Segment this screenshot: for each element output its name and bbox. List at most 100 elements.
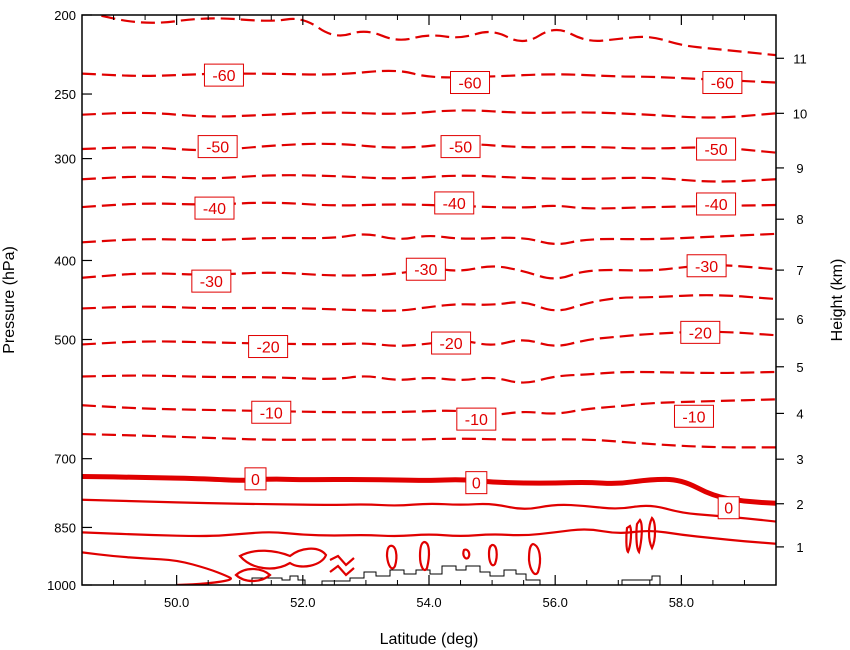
contour-label-box: [465, 471, 488, 495]
y2-tick-label: 10: [793, 106, 807, 121]
y2-tick-label: 11: [793, 51, 807, 66]
contour-label-box: [248, 335, 289, 359]
y2-tick-label: 2: [796, 497, 803, 512]
contour-label-text: -60: [212, 68, 235, 85]
contour-label-text: -40: [705, 197, 728, 214]
y2-tick-label: 3: [796, 452, 803, 467]
contour-label-text: -30: [414, 262, 437, 279]
y-tick-label: 1000: [47, 578, 76, 593]
contour-label-text: -10: [465, 412, 488, 429]
contour-label: -40: [194, 196, 235, 220]
contour-label: -40: [696, 192, 737, 216]
y-tick-label: 500: [54, 333, 76, 348]
x-tick-label: 58.0: [669, 595, 694, 610]
contour-line: [82, 174, 776, 183]
contour-cell: [418, 540, 431, 572]
contour-label-layer: -60 -60 -60 -50 -50 -50 -40 -40 -40 -30 -30 -30 -20 -…: [191, 63, 743, 520]
y-tick-label: 700: [54, 452, 76, 467]
contour-label: 0: [244, 467, 267, 491]
contour-label-text: -20: [689, 325, 712, 342]
contour-label-box: [456, 407, 497, 431]
contour-label-box: [203, 63, 244, 87]
contour-cell: [647, 516, 657, 551]
contour-label: -60: [450, 71, 491, 95]
y-tick-label: 200: [54, 8, 76, 23]
contour-label: -50: [197, 135, 238, 159]
contour-label-box: [194, 196, 235, 220]
contour-line: [82, 528, 776, 545]
contour-label-box: [717, 496, 740, 520]
contour-label: -10: [673, 404, 714, 428]
contour-label-text: 0: [724, 501, 733, 518]
contour-label-box: [191, 269, 232, 293]
contour-label: -20: [248, 335, 289, 359]
terrain-outline: [321, 565, 541, 585]
x-tick-label: 50.0: [164, 595, 189, 610]
contour-label-text: -50: [705, 142, 728, 159]
contour-label-box: [431, 331, 472, 355]
y-axis-title: Pressure (hPa): [1, 246, 18, 354]
contour-label-text: -60: [711, 76, 734, 93]
contour-label-text: -30: [200, 274, 223, 291]
contour-label: -60: [203, 63, 244, 87]
y-tick-label: 300: [54, 152, 76, 167]
contour-label: -60: [702, 71, 743, 95]
contour-cell: [329, 554, 355, 567]
axis-layer: 50.0 52.0 54.0 56.0 58.020025030040050070085…: [47, 8, 807, 610]
contour-label-box: [197, 135, 238, 159]
y2-axis-title: Height (km): [829, 259, 846, 342]
contour-label-box: [450, 71, 491, 95]
plot-background: [82, 15, 776, 585]
contour-label-box: [244, 467, 267, 491]
contour-label: -20: [680, 320, 721, 344]
contour-label: -30: [405, 257, 446, 281]
contour-label: -40: [434, 191, 475, 215]
contour-label-box: [405, 257, 446, 281]
contour-label-text: -10: [260, 405, 283, 422]
x-tick-label: 54.0: [416, 595, 441, 610]
y-tick-label: 850: [54, 520, 76, 535]
contour-label-box: [696, 192, 737, 216]
contour-label-text: -50: [449, 140, 472, 157]
y2-tick-label: 7: [796, 263, 803, 278]
y2-tick-label: 1: [796, 540, 803, 555]
contour-label-box: [440, 135, 481, 159]
contour-line: [82, 551, 232, 585]
contour-label-text: -20: [440, 336, 463, 353]
contour-label-box: [434, 191, 475, 215]
y2-tick-label: 4: [796, 406, 803, 421]
y-tick-label: 250: [54, 87, 76, 102]
contour-line: [82, 142, 776, 154]
contour-cell: [234, 567, 272, 583]
contour-label: 0: [465, 471, 488, 495]
contour-cell: [385, 544, 398, 570]
contour-cell: [329, 564, 355, 577]
contour-line: [82, 69, 776, 84]
contour-label-box: [702, 71, 743, 95]
terrain-outline: [621, 575, 661, 585]
y2-tick-label: 5: [796, 360, 803, 375]
contour-label-text: -50: [206, 140, 229, 157]
x-tick-label: 56.0: [543, 595, 568, 610]
contour-label: -30: [191, 269, 232, 293]
y2-tick-label: 9: [796, 161, 803, 176]
contour-label-box: [673, 404, 714, 428]
contour-cell: [487, 543, 498, 567]
contour-label-box: [696, 137, 737, 161]
contour-label: 0: [717, 496, 740, 520]
contour-cell: [635, 518, 643, 555]
contour-line: [92, 15, 776, 57]
contour-label-box: [251, 400, 292, 424]
contour-label-text: -20: [257, 340, 280, 357]
contour-line: [82, 398, 776, 416]
x-axis-title: Latitude (deg): [380, 631, 479, 648]
contour-label: -10: [456, 407, 497, 431]
contour-label-text: -30: [695, 259, 718, 276]
y2-tick-label: 8: [796, 212, 803, 227]
contour-cell: [527, 542, 542, 576]
contour-cell: [462, 548, 471, 560]
contour-label: -30: [686, 254, 727, 278]
contour-line: [82, 370, 776, 384]
contour-label-text: 0: [472, 476, 481, 493]
contour-label-box: [680, 320, 721, 344]
